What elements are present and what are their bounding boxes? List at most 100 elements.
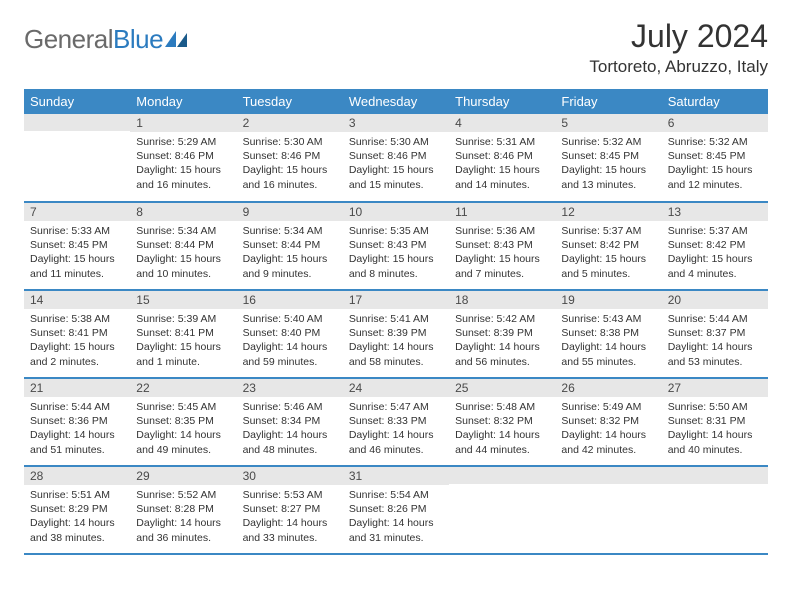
daylight-text: Daylight: 15 hours and 13 minutes. bbox=[561, 163, 655, 191]
daylight-text: Daylight: 15 hours and 9 minutes. bbox=[243, 252, 337, 280]
daylight-text: Daylight: 15 hours and 7 minutes. bbox=[455, 252, 549, 280]
daylight-text: Daylight: 15 hours and 15 minutes. bbox=[349, 163, 443, 191]
day-data: Sunrise: 5:37 AMSunset: 8:42 PMDaylight:… bbox=[555, 221, 661, 287]
day-number: 29 bbox=[130, 467, 236, 485]
day-number: 26 bbox=[555, 379, 661, 397]
day-data: Sunrise: 5:32 AMSunset: 8:45 PMDaylight:… bbox=[555, 132, 661, 198]
daylight-text: Daylight: 14 hours and 42 minutes. bbox=[561, 428, 655, 456]
sunrise-text: Sunrise: 5:45 AM bbox=[136, 400, 230, 414]
sunrise-text: Sunrise: 5:52 AM bbox=[136, 488, 230, 502]
sunset-text: Sunset: 8:44 PM bbox=[136, 238, 230, 252]
calendar-cell: 14Sunrise: 5:38 AMSunset: 8:41 PMDayligh… bbox=[24, 290, 130, 378]
day-data: Sunrise: 5:52 AMSunset: 8:28 PMDaylight:… bbox=[130, 485, 236, 551]
daylight-text: Daylight: 14 hours and 51 minutes. bbox=[30, 428, 124, 456]
day-data: Sunrise: 5:36 AMSunset: 8:43 PMDaylight:… bbox=[449, 221, 555, 287]
day-data: Sunrise: 5:29 AMSunset: 8:46 PMDaylight:… bbox=[130, 132, 236, 198]
sunset-text: Sunset: 8:26 PM bbox=[349, 502, 443, 516]
sunset-text: Sunset: 8:38 PM bbox=[561, 326, 655, 340]
sunset-text: Sunset: 8:41 PM bbox=[30, 326, 124, 340]
sunrise-text: Sunrise: 5:51 AM bbox=[30, 488, 124, 502]
daylight-text: Daylight: 15 hours and 16 minutes. bbox=[136, 163, 230, 191]
calendar-cell: 2Sunrise: 5:30 AMSunset: 8:46 PMDaylight… bbox=[237, 114, 343, 202]
daylight-text: Daylight: 14 hours and 31 minutes. bbox=[349, 516, 443, 544]
calendar-cell: 23Sunrise: 5:46 AMSunset: 8:34 PMDayligh… bbox=[237, 378, 343, 466]
sunset-text: Sunset: 8:33 PM bbox=[349, 414, 443, 428]
day-number: 1 bbox=[130, 114, 236, 132]
sunset-text: Sunset: 8:29 PM bbox=[30, 502, 124, 516]
sunrise-text: Sunrise: 5:35 AM bbox=[349, 224, 443, 238]
calendar-cell: 18Sunrise: 5:42 AMSunset: 8:39 PMDayligh… bbox=[449, 290, 555, 378]
daylight-text: Daylight: 14 hours and 36 minutes. bbox=[136, 516, 230, 544]
day-data: Sunrise: 5:45 AMSunset: 8:35 PMDaylight:… bbox=[130, 397, 236, 463]
calendar-row: 21Sunrise: 5:44 AMSunset: 8:36 PMDayligh… bbox=[24, 378, 768, 466]
daylight-text: Daylight: 15 hours and 10 minutes. bbox=[136, 252, 230, 280]
day-number: 24 bbox=[343, 379, 449, 397]
day-data: Sunrise: 5:54 AMSunset: 8:26 PMDaylight:… bbox=[343, 485, 449, 551]
sunset-text: Sunset: 8:31 PM bbox=[668, 414, 762, 428]
sunset-text: Sunset: 8:39 PM bbox=[349, 326, 443, 340]
daylight-text: Daylight: 15 hours and 1 minute. bbox=[136, 340, 230, 368]
logo-text: GeneralBlue bbox=[24, 24, 163, 55]
sunrise-text: Sunrise: 5:44 AM bbox=[30, 400, 124, 414]
daylight-text: Daylight: 15 hours and 12 minutes. bbox=[668, 163, 762, 191]
logo: GeneralBlue bbox=[24, 24, 187, 55]
sunrise-text: Sunrise: 5:54 AM bbox=[349, 488, 443, 502]
sunset-text: Sunset: 8:28 PM bbox=[136, 502, 230, 516]
sunrise-text: Sunrise: 5:39 AM bbox=[136, 312, 230, 326]
day-data bbox=[449, 484, 555, 493]
sunrise-text: Sunrise: 5:42 AM bbox=[455, 312, 549, 326]
sunrise-text: Sunrise: 5:46 AM bbox=[243, 400, 337, 414]
calendar-cell: 17Sunrise: 5:41 AMSunset: 8:39 PMDayligh… bbox=[343, 290, 449, 378]
day-data: Sunrise: 5:30 AMSunset: 8:46 PMDaylight:… bbox=[343, 132, 449, 198]
day-number: 12 bbox=[555, 203, 661, 221]
sunset-text: Sunset: 8:39 PM bbox=[455, 326, 549, 340]
day-number: 11 bbox=[449, 203, 555, 221]
logo-text-blue: Blue bbox=[113, 24, 163, 54]
sunset-text: Sunset: 8:46 PM bbox=[455, 149, 549, 163]
sunrise-text: Sunrise: 5:48 AM bbox=[455, 400, 549, 414]
day-data: Sunrise: 5:39 AMSunset: 8:41 PMDaylight:… bbox=[130, 309, 236, 375]
sunrise-text: Sunrise: 5:38 AM bbox=[30, 312, 124, 326]
day-data: Sunrise: 5:37 AMSunset: 8:42 PMDaylight:… bbox=[662, 221, 768, 287]
daylight-text: Daylight: 14 hours and 59 minutes. bbox=[243, 340, 337, 368]
daylight-text: Daylight: 14 hours and 56 minutes. bbox=[455, 340, 549, 368]
sunset-text: Sunset: 8:37 PM bbox=[668, 326, 762, 340]
calendar-cell: 29Sunrise: 5:52 AMSunset: 8:28 PMDayligh… bbox=[130, 466, 236, 554]
calendar-cell: 21Sunrise: 5:44 AMSunset: 8:36 PMDayligh… bbox=[24, 378, 130, 466]
day-header: Saturday bbox=[662, 89, 768, 114]
day-data: Sunrise: 5:30 AMSunset: 8:46 PMDaylight:… bbox=[237, 132, 343, 198]
calendar-cell: 22Sunrise: 5:45 AMSunset: 8:35 PMDayligh… bbox=[130, 378, 236, 466]
sunset-text: Sunset: 8:45 PM bbox=[30, 238, 124, 252]
sunset-text: Sunset: 8:45 PM bbox=[561, 149, 655, 163]
month-year: July 2024 bbox=[589, 18, 768, 55]
day-number: 9 bbox=[237, 203, 343, 221]
calendar-cell bbox=[555, 466, 661, 554]
sunset-text: Sunset: 8:34 PM bbox=[243, 414, 337, 428]
sunset-text: Sunset: 8:43 PM bbox=[349, 238, 443, 252]
daylight-text: Daylight: 15 hours and 11 minutes. bbox=[30, 252, 124, 280]
sunrise-text: Sunrise: 5:43 AM bbox=[561, 312, 655, 326]
day-number: 31 bbox=[343, 467, 449, 485]
sunset-text: Sunset: 8:44 PM bbox=[243, 238, 337, 252]
day-number: 19 bbox=[555, 291, 661, 309]
calendar-cell: 3Sunrise: 5:30 AMSunset: 8:46 PMDaylight… bbox=[343, 114, 449, 202]
day-data: Sunrise: 5:32 AMSunset: 8:45 PMDaylight:… bbox=[662, 132, 768, 198]
sunset-text: Sunset: 8:35 PM bbox=[136, 414, 230, 428]
day-data: Sunrise: 5:44 AMSunset: 8:36 PMDaylight:… bbox=[24, 397, 130, 463]
calendar-cell: 27Sunrise: 5:50 AMSunset: 8:31 PMDayligh… bbox=[662, 378, 768, 466]
sunset-text: Sunset: 8:46 PM bbox=[136, 149, 230, 163]
day-number bbox=[449, 467, 555, 484]
day-number: 8 bbox=[130, 203, 236, 221]
day-number: 4 bbox=[449, 114, 555, 132]
sunset-text: Sunset: 8:27 PM bbox=[243, 502, 337, 516]
sunrise-text: Sunrise: 5:34 AM bbox=[136, 224, 230, 238]
daylight-text: Daylight: 14 hours and 58 minutes. bbox=[349, 340, 443, 368]
sunrise-text: Sunrise: 5:36 AM bbox=[455, 224, 549, 238]
day-data: Sunrise: 5:46 AMSunset: 8:34 PMDaylight:… bbox=[237, 397, 343, 463]
calendar-cell bbox=[24, 114, 130, 202]
day-data: Sunrise: 5:41 AMSunset: 8:39 PMDaylight:… bbox=[343, 309, 449, 375]
daylight-text: Daylight: 14 hours and 53 minutes. bbox=[668, 340, 762, 368]
daylight-text: Daylight: 15 hours and 2 minutes. bbox=[30, 340, 124, 368]
day-number: 28 bbox=[24, 467, 130, 485]
calendar-row: 28 Sunrise: 5:51 AMSunset: 8:29 PM Dayligh… bbox=[24, 466, 768, 554]
